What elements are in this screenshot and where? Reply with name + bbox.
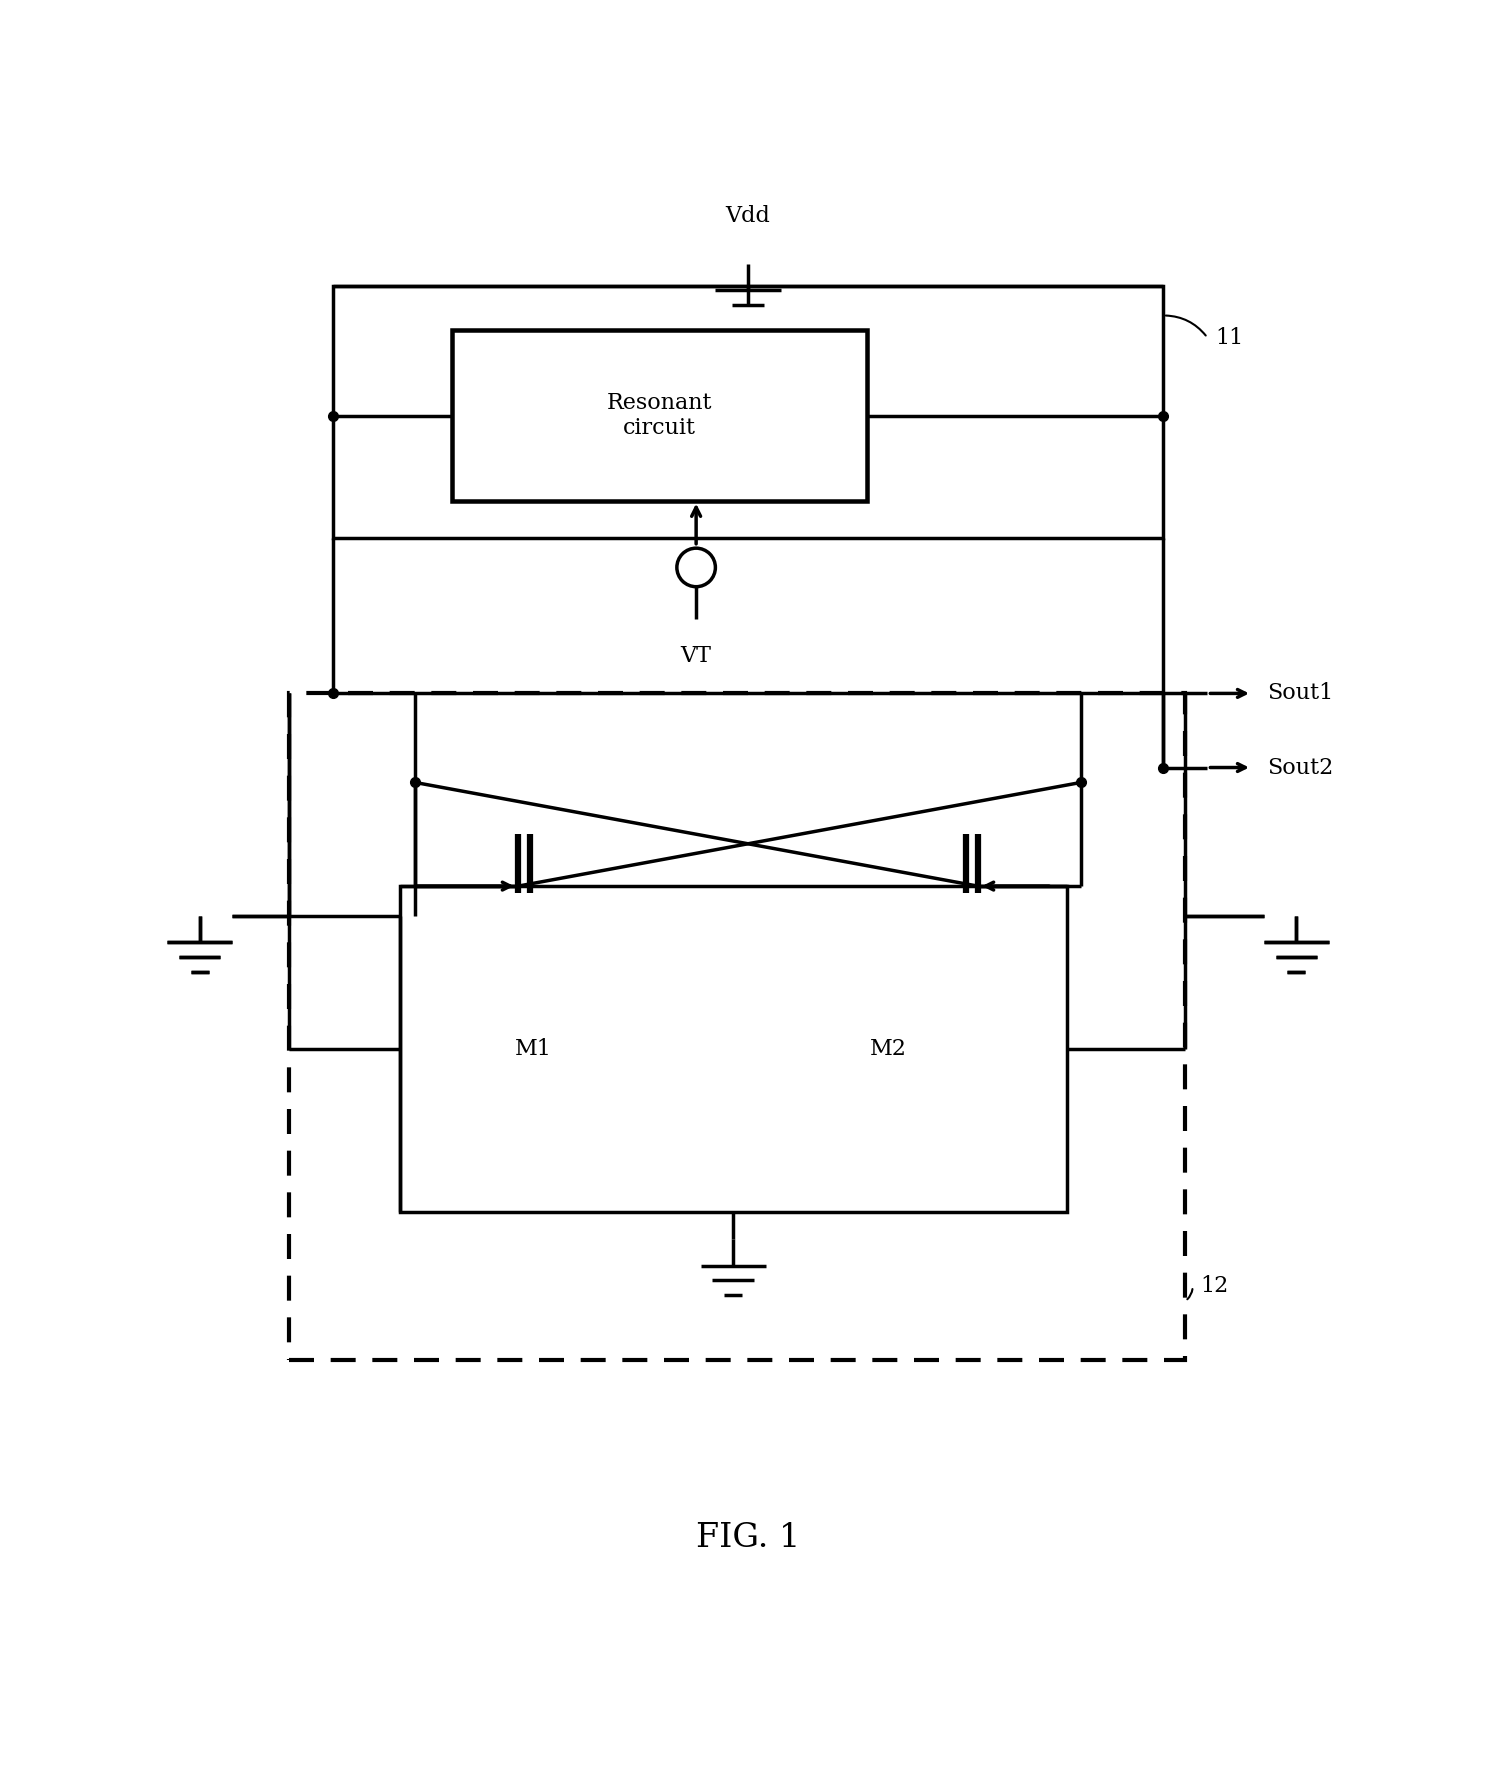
Text: 11: 11 — [1215, 327, 1243, 348]
Bar — [289, 693, 1185, 1360]
Text: 12: 12 — [1200, 1276, 1228, 1297]
Text: Sout1: Sout1 — [1267, 683, 1333, 704]
Text: Resonant
circuit: Resonant circuit — [606, 391, 712, 440]
Text: FIG. 1: FIG. 1 — [696, 1523, 800, 1555]
Text: M1: M1 — [515, 1038, 552, 1060]
Bar — [334, 286, 1162, 538]
Text: Sout2: Sout2 — [1267, 756, 1333, 779]
Text: VT: VT — [681, 645, 712, 667]
Bar — [399, 886, 1067, 1212]
Text: Vdd: Vdd — [726, 204, 770, 227]
Bar — [452, 331, 866, 500]
Text: M2: M2 — [871, 1038, 907, 1060]
